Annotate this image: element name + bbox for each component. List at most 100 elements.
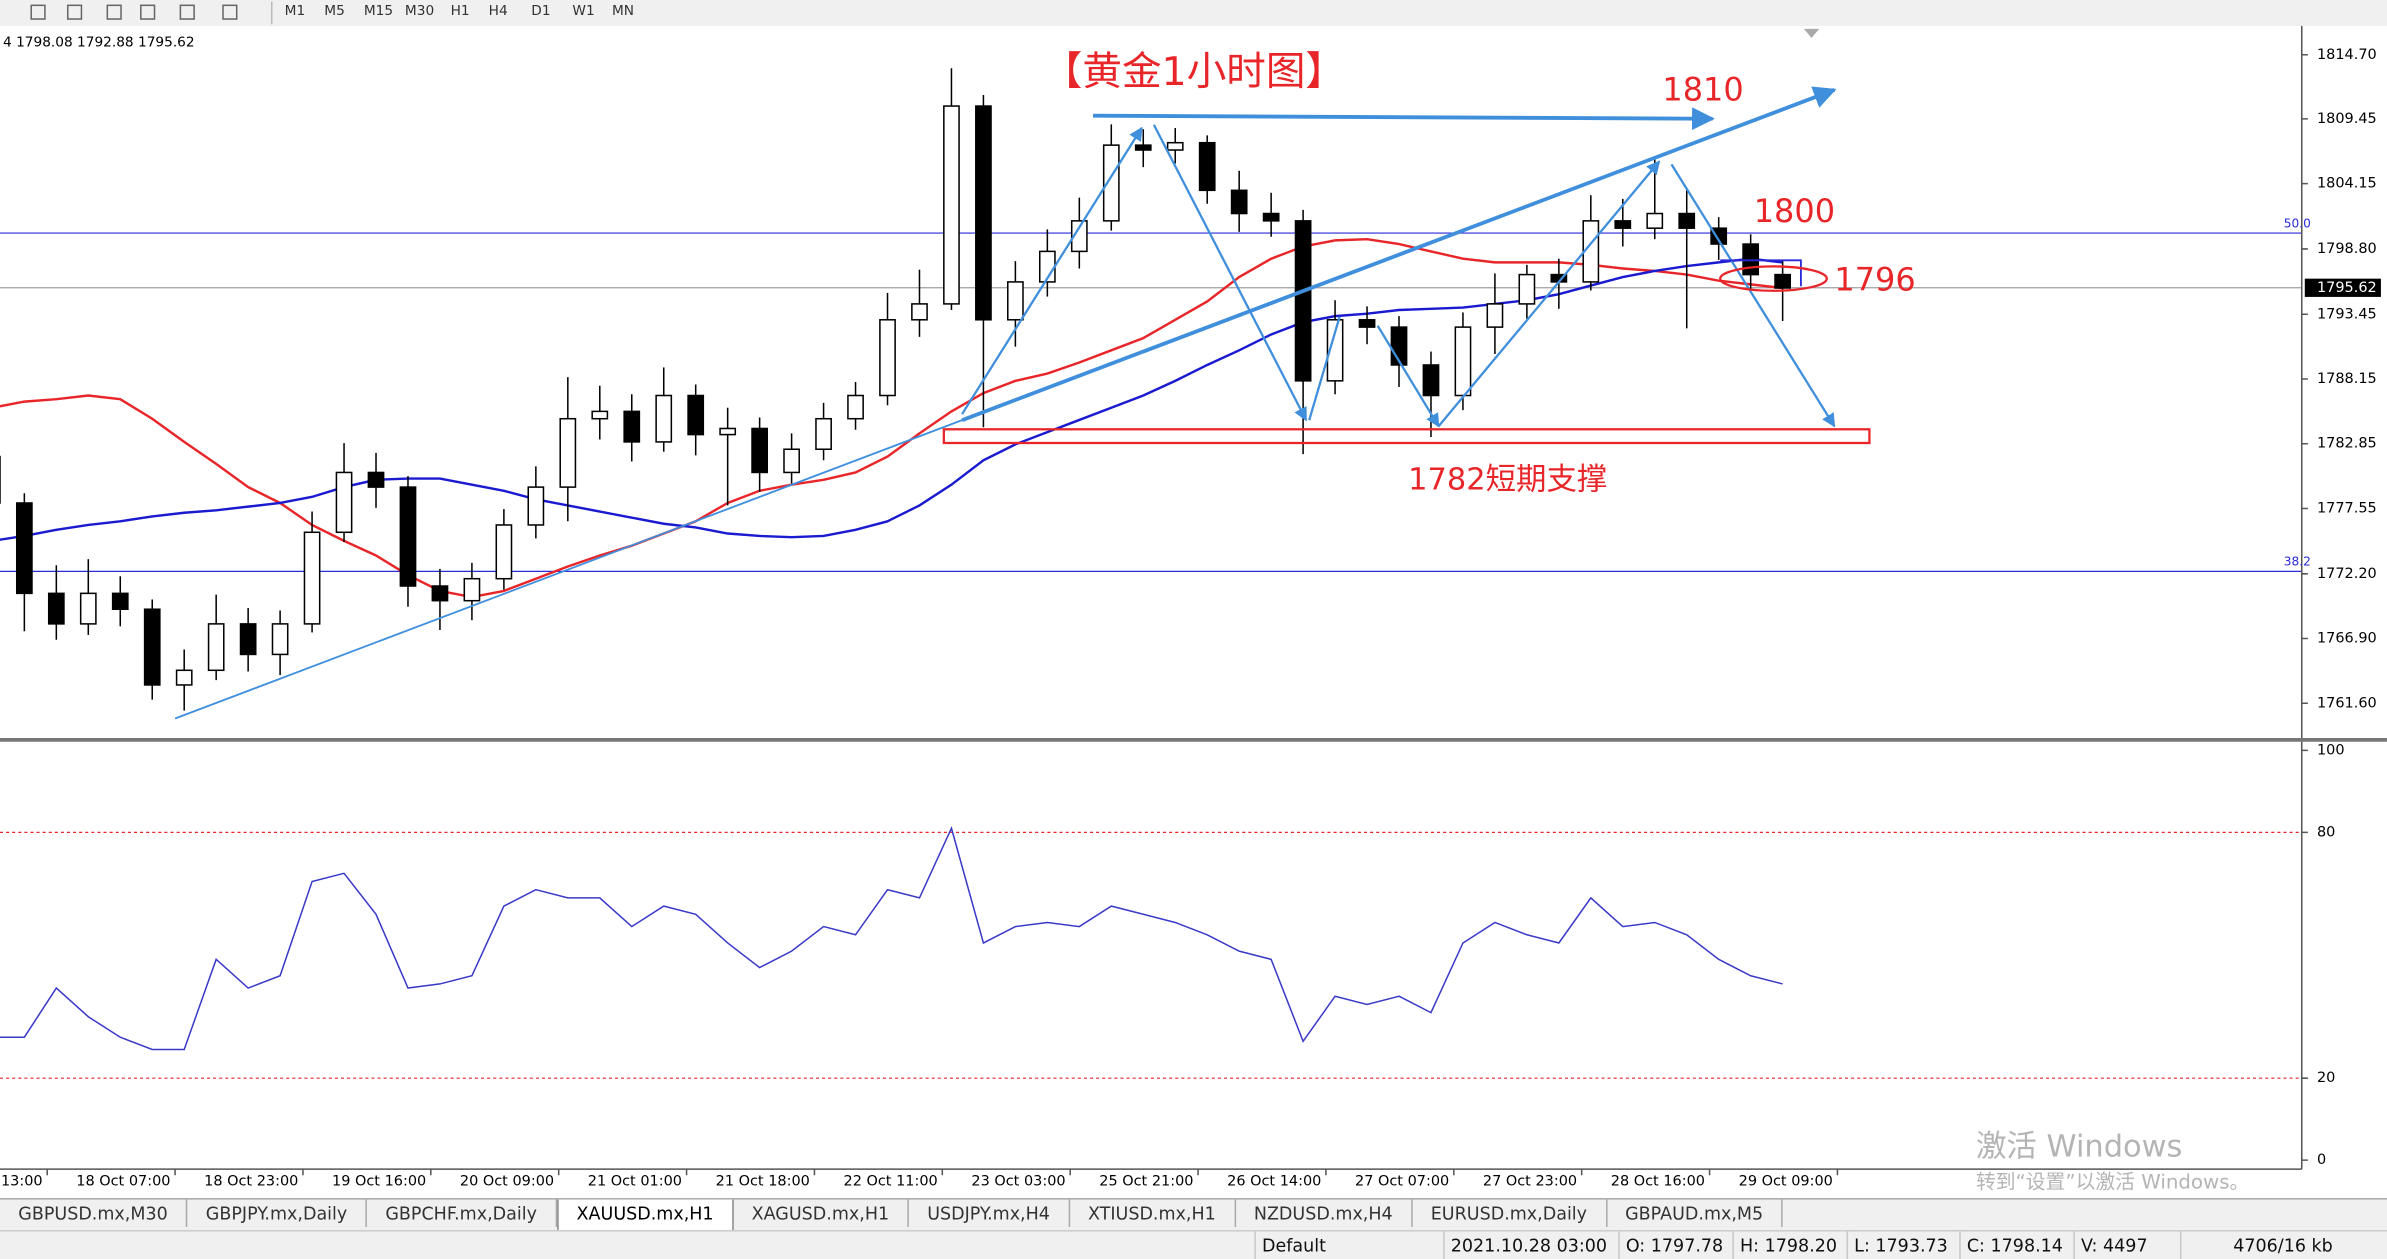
candle-body <box>687 394 705 436</box>
timeframe-button[interactable]: MN <box>611 4 635 20</box>
status-item: 2021.10.28 03:00 <box>1443 1231 1618 1259</box>
candle-body <box>943 105 960 305</box>
toolbar-icon[interactable] <box>222 4 238 20</box>
candle-body <box>495 524 513 580</box>
candle-body <box>1518 273 1536 305</box>
timeframe-button[interactable]: M15 <box>363 4 394 20</box>
status-item: 4706/16 kb <box>2179 1231 2347 1259</box>
toolbar-icon[interactable] <box>30 4 46 20</box>
candle-body <box>399 486 417 587</box>
wave-arrow <box>1437 160 1661 427</box>
watermark-hint: 转到“设置”以激活 Windows。 <box>1976 1170 2249 1193</box>
candle-body <box>175 669 193 686</box>
candle-body <box>207 623 225 672</box>
last-price-label: 1795.62 <box>2317 280 2377 296</box>
box-line <box>1720 259 1802 287</box>
y-tick-label: 1761.60 <box>2317 695 2377 711</box>
candle-body <box>111 592 129 610</box>
x-tick-label: 29 Oct 09:00 <box>1739 1173 1833 1189</box>
chart-tab[interactable]: XAUUSD.mx,H1 <box>556 1199 734 1231</box>
timeframe-button[interactable]: M1 <box>284 4 306 20</box>
y-tick-label: 1772.20 <box>2317 566 2377 582</box>
y-tick-label: 20 <box>2317 1070 2335 1086</box>
y-tick-label: 1766.90 <box>2317 631 2377 647</box>
chart-tab[interactable]: NZDUSD.mx,H4 <box>1236 1199 1413 1227</box>
status-item: O: 1797.78 <box>1618 1231 1732 1259</box>
separator <box>270 1 273 25</box>
x-tick-label: 27 Oct 07:00 <box>1355 1173 1449 1189</box>
candle-body <box>1774 273 1792 289</box>
candle-body <box>1262 212 1280 222</box>
moving-average <box>0 257 1783 541</box>
last-price-box <box>2304 278 2381 297</box>
chart-tab[interactable]: GBPUSD.mx,M30 <box>0 1199 188 1227</box>
trend-arrow <box>961 86 1837 422</box>
y-tick-label: 0 <box>2317 1152 2326 1168</box>
x-tick-label: 26 Oct 14:00 <box>1227 1173 1321 1189</box>
status-item: L: 1793.73 <box>1846 1231 1960 1259</box>
rsi-line <box>0 826 1783 1051</box>
candle-body <box>591 410 609 420</box>
candle-body <box>1102 144 1120 222</box>
x-tick-label: 27 Oct 23:00 <box>1483 1173 1577 1189</box>
timeframe-button[interactable]: D1 <box>531 4 551 20</box>
candle-body <box>1486 303 1504 328</box>
toolbar-icon[interactable] <box>106 4 122 20</box>
candle-body <box>847 394 864 420</box>
fib-label: 50.0 <box>2284 216 2311 230</box>
annotation: 1782短期支撑 <box>1408 463 1607 498</box>
candle-body <box>1422 364 1440 397</box>
wave-arrow <box>961 126 1143 415</box>
chart-tabs: GBPUSD.mx,M30 GBPJPY.mx,Daily GBPCHF.mx,Da… <box>0 1198 2387 1231</box>
price-plot <box>0 68 2302 711</box>
ohlc-info: 4 1798.08 1792.88 1795.62 <box>3 35 195 51</box>
x-tick-label: 21 Oct 18:00 <box>716 1173 810 1189</box>
chart-tab[interactable]: XAGUSD.mx,H1 <box>733 1199 909 1227</box>
x-tick-label: 18 Oct 23:00 <box>204 1173 298 1189</box>
toolbar-icon[interactable] <box>179 4 195 20</box>
trend-line <box>174 419 963 720</box>
candle-body <box>1134 144 1152 151</box>
candle-body <box>1678 212 1696 229</box>
timeframe-button[interactable]: M30 <box>404 4 435 20</box>
toolbar-icon[interactable] <box>140 4 156 20</box>
chart-tab[interactable]: GBPCHF.mx,Daily <box>367 1199 557 1227</box>
candle-body <box>655 394 673 443</box>
candle-body <box>1358 319 1376 328</box>
y-tick-label: 1809.45 <box>2317 111 2377 127</box>
chart-tab[interactable]: USDJPY.mx,H4 <box>909 1199 1070 1227</box>
timeframe-button[interactable]: H4 <box>488 4 508 20</box>
candle-body <box>239 623 257 656</box>
status-item: V: 4497 <box>2073 1231 2180 1259</box>
x-tick-label: 28 Oct 16:00 <box>1611 1173 1705 1189</box>
toolbar-icon[interactable] <box>66 4 83 20</box>
chart-title: 【黄金1小时图】 <box>1043 49 1345 95</box>
x-tick-label: 21 Oct 01:00 <box>588 1173 682 1189</box>
candle-body <box>1646 212 1664 229</box>
chart-tab[interactable]: EURUSD.mx,Daily <box>1412 1199 1607 1227</box>
candle-body <box>271 623 289 656</box>
status-item: H: 1798.20 <box>1732 1231 1846 1259</box>
candle-body <box>15 502 33 595</box>
timeframe-button[interactable]: M5 <box>324 4 345 20</box>
candle-body <box>559 417 577 488</box>
fib-label: 38.2 <box>2284 555 2311 569</box>
chart-tab[interactable]: XTIUSD.mx,H1 <box>1070 1199 1236 1227</box>
chart-tab[interactable]: GBPJPY.mx,Daily <box>188 1199 368 1227</box>
annotation: 1796 <box>1834 261 1915 299</box>
candle-body <box>975 105 992 321</box>
support-zone <box>942 428 1871 445</box>
x-tick-label: 22 Oct 11:00 <box>844 1173 938 1189</box>
timeframe-button[interactable]: H1 <box>450 4 470 20</box>
chart-tab[interactable]: GBPAUD.mx,M5 <box>1607 1199 1783 1227</box>
resistance-arrow <box>1093 107 1715 131</box>
candle-body <box>367 471 385 488</box>
y-tick-label: 1798.80 <box>2317 241 2377 257</box>
candle-body <box>1007 281 1024 321</box>
timeframe-button[interactable]: W1 <box>572 4 595 20</box>
candle-body <box>1614 220 1632 229</box>
candle-body <box>47 592 65 625</box>
chart-area: 1814.70 1809.45 1804.15 1798.80 1793.45 1788.… <box>0 25 2387 1194</box>
candle-body <box>1166 141 1184 151</box>
candle-body <box>1742 243 1760 276</box>
